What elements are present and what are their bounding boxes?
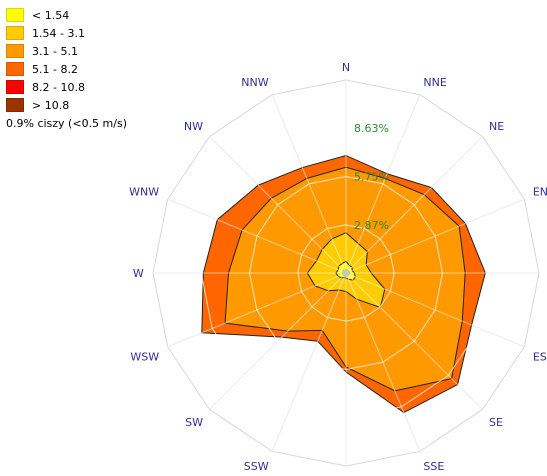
grid-spoke-overlay: [209, 136, 347, 274]
legend-label: > 10.8: [32, 98, 70, 112]
grid-spoke-overlay: [167, 272, 347, 348]
legend-swatch: [6, 62, 24, 76]
legend-label: 8.2 - 10.8: [32, 80, 85, 94]
direction-label: NE: [489, 120, 504, 133]
direction-label: ENE: [533, 186, 547, 199]
grid-spoke-overlay: [345, 94, 421, 274]
direction-label: N: [342, 61, 350, 74]
legend-item: 3.1 - 5.1: [6, 42, 127, 60]
legend-item: 5.1 - 8.2: [6, 60, 127, 78]
grid-spoke-overlay: [345, 198, 525, 274]
legend-swatch: [6, 8, 24, 22]
legend-swatch: [6, 80, 24, 94]
legend: < 1.54 1.54 - 3.1 3.1 - 5.1 5.1 - 8.2 8.2 - …: [6, 6, 127, 130]
grid-spoke-overlay: [209, 272, 347, 410]
grid-spoke-overlay: [345, 272, 421, 452]
direction-label: NNW: [241, 76, 268, 89]
legend-swatch: [6, 98, 24, 112]
legend-label: 1.54 - 3.1: [32, 26, 85, 40]
grid-spoke-overlay: [345, 136, 483, 274]
direction-label: W: [133, 267, 144, 280]
direction-label: ESE: [533, 350, 547, 363]
direction-label: NW: [184, 120, 203, 133]
calm-note: 0.9% ciszy (<0.5 m/s): [6, 117, 127, 130]
legend-item: > 10.8: [6, 96, 127, 114]
grid-spoke-overlay: [271, 272, 347, 452]
direction-label: NNE: [423, 76, 446, 89]
grid-spoke-overlay: [167, 198, 347, 274]
legend-label: 3.1 - 5.1: [32, 44, 78, 58]
legend-item: 1.54 - 3.1: [6, 24, 127, 42]
legend-item: 8.2 - 10.8: [6, 78, 127, 96]
legend-item: < 1.54: [6, 6, 127, 24]
grid-spoke-overlay: [271, 94, 347, 274]
legend-label: < 1.54: [32, 8, 70, 22]
ring-label: 8.63%: [354, 122, 389, 135]
calm-center: [342, 269, 350, 277]
ring-label: 2.87%: [354, 219, 389, 232]
direction-label: SE: [489, 416, 503, 429]
direction-label: WSW: [130, 350, 159, 363]
direction-label: SSW: [244, 460, 269, 473]
legend-swatch: [6, 26, 24, 40]
direction-label: SW: [185, 416, 203, 429]
grid-spoke-overlay: [345, 272, 483, 410]
direction-label: SSE: [423, 460, 444, 473]
legend-swatch: [6, 44, 24, 58]
ring-label: 5.75%: [354, 171, 389, 184]
grid-spoke-overlay: [345, 272, 525, 348]
direction-label: WNW: [129, 186, 159, 199]
legend-label: 5.1 - 8.2: [32, 62, 78, 76]
